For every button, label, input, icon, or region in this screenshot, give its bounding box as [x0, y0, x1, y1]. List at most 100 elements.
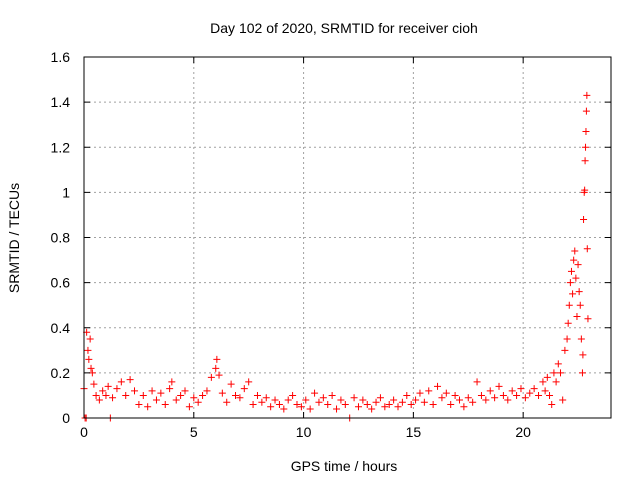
data-point: [341, 400, 349, 408]
data-point: [486, 387, 494, 395]
data-point: [504, 396, 512, 404]
x-tick-label: 20: [515, 424, 531, 440]
data-point: [530, 385, 538, 393]
data-point: [185, 403, 193, 411]
data-point: [535, 391, 543, 399]
data-point: [464, 394, 472, 402]
data-point: [579, 351, 587, 359]
data-point: [249, 400, 257, 408]
data-point: [302, 396, 310, 404]
data-point: [232, 391, 240, 399]
data-point: [407, 400, 415, 408]
data-point: [526, 389, 534, 397]
data-point: [565, 301, 573, 309]
y-tick-label: 1.4: [51, 94, 71, 110]
data-point: [84, 346, 92, 354]
data-point: [135, 400, 143, 408]
data-point: [223, 398, 231, 406]
y-tick-label: 0: [62, 410, 70, 426]
axis-ticks: 0 5 10 15 20 0 0.2 0.4 0.6 0.8 1 1.2 1.4 1.6: [51, 49, 611, 440]
data-point: [578, 369, 586, 377]
data-point: [425, 387, 433, 395]
data-point: [203, 387, 211, 395]
data-point: [212, 364, 220, 372]
data-point: [577, 335, 585, 343]
data-point: [390, 396, 398, 404]
data-point: [495, 382, 503, 390]
data-point: [442, 389, 450, 397]
data-point: [451, 391, 459, 399]
data-point: [258, 398, 266, 406]
data-point: [95, 396, 103, 404]
data-point: [582, 127, 590, 135]
data-point: [571, 247, 579, 255]
data-point: [546, 391, 554, 399]
x-tick-label: 10: [296, 424, 312, 440]
data-point: [213, 355, 221, 363]
data-point: [581, 157, 589, 165]
data-point: [161, 400, 169, 408]
data-point: [575, 288, 583, 296]
data-point: [275, 400, 283, 408]
data-point: [420, 398, 428, 406]
y-tick-label: 1.6: [51, 49, 71, 65]
data-point: [552, 378, 560, 386]
data-point: [218, 389, 226, 397]
data-point: [245, 378, 253, 386]
data-point: [86, 335, 94, 343]
data-point: [482, 396, 490, 404]
y-axis-label: SRMTID / TECUs: [6, 183, 22, 293]
data-point: [394, 403, 402, 411]
data-point: [333, 405, 341, 413]
data-point: [148, 387, 156, 395]
data-point: [581, 186, 589, 194]
data-point: [315, 398, 323, 406]
data-point: [561, 346, 569, 354]
data-point: [92, 391, 100, 399]
data-point: [412, 396, 420, 404]
data-point: [311, 389, 319, 397]
y-tick-label: 1.2: [51, 139, 71, 155]
data-point: [582, 143, 590, 151]
data-point: [289, 391, 297, 399]
data-point: [473, 378, 481, 386]
data-point: [376, 394, 384, 402]
data-point: [455, 396, 463, 404]
data-point: [573, 312, 581, 320]
data-point: [385, 400, 393, 408]
data-point: [554, 360, 562, 368]
y-tick-label: 0.2: [51, 365, 71, 381]
data-point: [144, 403, 152, 411]
data-point: [297, 403, 305, 411]
data-point: [566, 279, 574, 287]
y-tick-label: 0.4: [51, 320, 71, 336]
data-point: [381, 403, 389, 411]
data-point: [582, 107, 590, 115]
data-point: [460, 403, 468, 411]
data-point: [438, 394, 446, 402]
data-point: [359, 396, 367, 404]
data-point: [319, 394, 327, 402]
data-point: [85, 355, 93, 363]
data-point: [109, 394, 117, 402]
data-point: [563, 335, 571, 343]
data-point: [104, 382, 112, 390]
data-point: [172, 396, 180, 404]
data-point: [126, 376, 134, 384]
data-point: [403, 391, 411, 399]
data-point: [207, 373, 215, 381]
data-point: [521, 394, 529, 402]
data-point: [477, 391, 485, 399]
data-point: [194, 398, 202, 406]
y-tick-label: 0.8: [51, 230, 71, 246]
data-point: [517, 385, 525, 393]
data-point: [227, 380, 235, 388]
chart-title: Day 102 of 2020, SRMTID for receiver cio…: [210, 20, 478, 36]
data-point: [199, 391, 207, 399]
data-point: [152, 396, 160, 404]
grid-lines: [84, 57, 611, 418]
data-point: [337, 396, 345, 404]
data-point: [181, 387, 189, 395]
data-point: [215, 371, 223, 379]
